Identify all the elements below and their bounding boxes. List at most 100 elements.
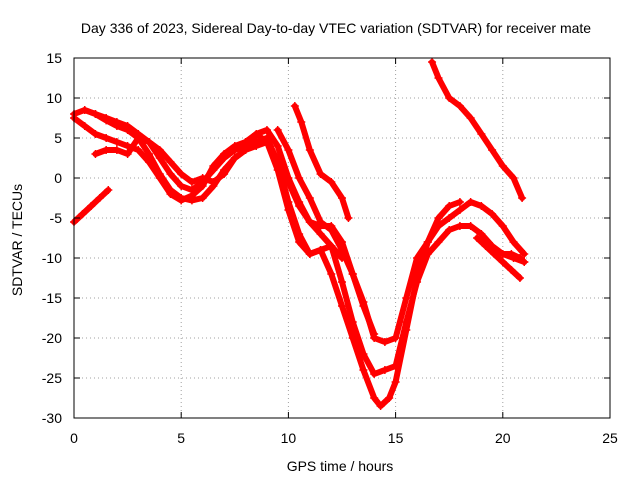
x-tick-label: 25 bbox=[602, 430, 618, 446]
data-point-marker bbox=[91, 130, 100, 138]
data-point-marker bbox=[166, 170, 175, 178]
data-point-marker bbox=[445, 226, 454, 234]
data-point-marker bbox=[455, 102, 464, 110]
series-pass-f bbox=[273, 126, 379, 338]
data-point-marker bbox=[490, 250, 499, 258]
data-point-marker bbox=[391, 334, 400, 342]
data-point-marker bbox=[316, 218, 325, 226]
data-point-marker bbox=[498, 222, 507, 230]
data-point-marker bbox=[518, 194, 527, 202]
y-tick-label: 15 bbox=[46, 50, 62, 66]
data-point-marker bbox=[520, 250, 529, 258]
data-point-marker bbox=[305, 146, 314, 154]
data-point-marker bbox=[477, 130, 486, 138]
data-point-marker bbox=[455, 206, 464, 214]
y-tick-label: -5 bbox=[50, 210, 63, 226]
series-pass-i bbox=[473, 234, 524, 282]
data-point-marker bbox=[95, 194, 104, 202]
series-line bbox=[429, 59, 526, 201]
data-point-marker bbox=[327, 178, 336, 186]
data-point-marker bbox=[230, 154, 239, 162]
data-point-marker bbox=[198, 194, 207, 202]
plot-frame bbox=[73, 57, 611, 419]
x-tick-label: 5 bbox=[177, 430, 185, 446]
data-point-marker bbox=[262, 138, 271, 146]
data-point-marker bbox=[380, 338, 389, 346]
data-point-marker bbox=[455, 222, 464, 230]
data-point-marker bbox=[112, 146, 121, 154]
data-point-marker bbox=[434, 222, 443, 230]
data-point-marker bbox=[380, 366, 389, 374]
data-point-marker bbox=[284, 174, 293, 182]
data-point-marker bbox=[295, 174, 304, 182]
data-point-marker bbox=[391, 362, 400, 370]
data-point-marker bbox=[104, 186, 113, 194]
data-point-marker bbox=[466, 198, 475, 206]
y-tick-label: -30 bbox=[42, 410, 62, 426]
data-point-marker bbox=[338, 302, 346, 310]
data-point-marker bbox=[477, 230, 486, 238]
data-point-marker bbox=[295, 198, 304, 206]
data-point-marker bbox=[177, 170, 186, 178]
data-point-marker bbox=[112, 138, 121, 146]
data-point-marker bbox=[344, 214, 353, 222]
data-point-marker bbox=[187, 186, 196, 194]
data-point-marker bbox=[327, 270, 336, 278]
data-point-marker bbox=[273, 142, 282, 150]
x-tick-label: 0 bbox=[70, 430, 78, 446]
axis-ticks bbox=[73, 57, 611, 419]
data-point-marker bbox=[102, 114, 111, 122]
data-point-marker bbox=[262, 126, 271, 134]
data-point-marker bbox=[359, 350, 368, 358]
data-point-marker bbox=[145, 138, 154, 146]
data-point-marker bbox=[220, 154, 229, 162]
data-point-marker bbox=[123, 122, 132, 130]
data-point-marker bbox=[220, 170, 229, 178]
data-point-marker bbox=[177, 196, 186, 205]
data-point-marker bbox=[338, 246, 346, 254]
data-point-marker bbox=[428, 58, 437, 66]
data-point-marker bbox=[134, 146, 143, 154]
data-point-marker bbox=[316, 230, 325, 238]
series-pass-j bbox=[498, 250, 529, 266]
series-pass-e bbox=[80, 106, 346, 262]
series-pass-h bbox=[428, 58, 527, 202]
data-point-marker bbox=[348, 270, 357, 278]
data-point-marker bbox=[338, 194, 346, 202]
data-point-marker bbox=[166, 158, 175, 166]
x-tick-label: 15 bbox=[388, 430, 404, 446]
y-tick-label: -20 bbox=[42, 330, 62, 346]
data-point-marker bbox=[290, 102, 299, 110]
data-point-marker bbox=[338, 278, 346, 286]
data-point-marker bbox=[102, 146, 111, 154]
data-point-marker bbox=[455, 198, 464, 206]
data-point-marker bbox=[198, 178, 207, 186]
data-point-marker bbox=[445, 202, 454, 210]
data-point-marker bbox=[295, 238, 304, 246]
x-axis-title: GPS time / hours bbox=[287, 458, 394, 474]
data-point-marker bbox=[515, 254, 524, 262]
data-point-marker bbox=[145, 158, 154, 166]
y-axis-title: SDTVAR / TECUs bbox=[9, 184, 25, 296]
data-point-marker bbox=[498, 162, 507, 170]
y-tick-label: -25 bbox=[42, 370, 62, 386]
y-tick-label: 10 bbox=[46, 90, 62, 106]
data-point-marker bbox=[209, 166, 218, 174]
x-tick-label: 20 bbox=[495, 430, 511, 446]
data-point-marker bbox=[488, 146, 497, 154]
data-point-marker bbox=[477, 202, 486, 210]
data-point-marker bbox=[509, 238, 518, 246]
data-point-marker bbox=[155, 154, 164, 162]
data-point-marker bbox=[91, 110, 100, 118]
data-point-marker bbox=[112, 118, 121, 126]
data-point-marker bbox=[498, 258, 507, 266]
data-point-marker bbox=[507, 266, 516, 274]
data-point-marker bbox=[284, 146, 293, 154]
data-point-marker bbox=[305, 218, 314, 226]
data-point-marker bbox=[284, 206, 293, 214]
data-point-marker bbox=[370, 370, 379, 378]
data-point-marker bbox=[80, 106, 89, 114]
data-point-marker bbox=[230, 146, 239, 154]
